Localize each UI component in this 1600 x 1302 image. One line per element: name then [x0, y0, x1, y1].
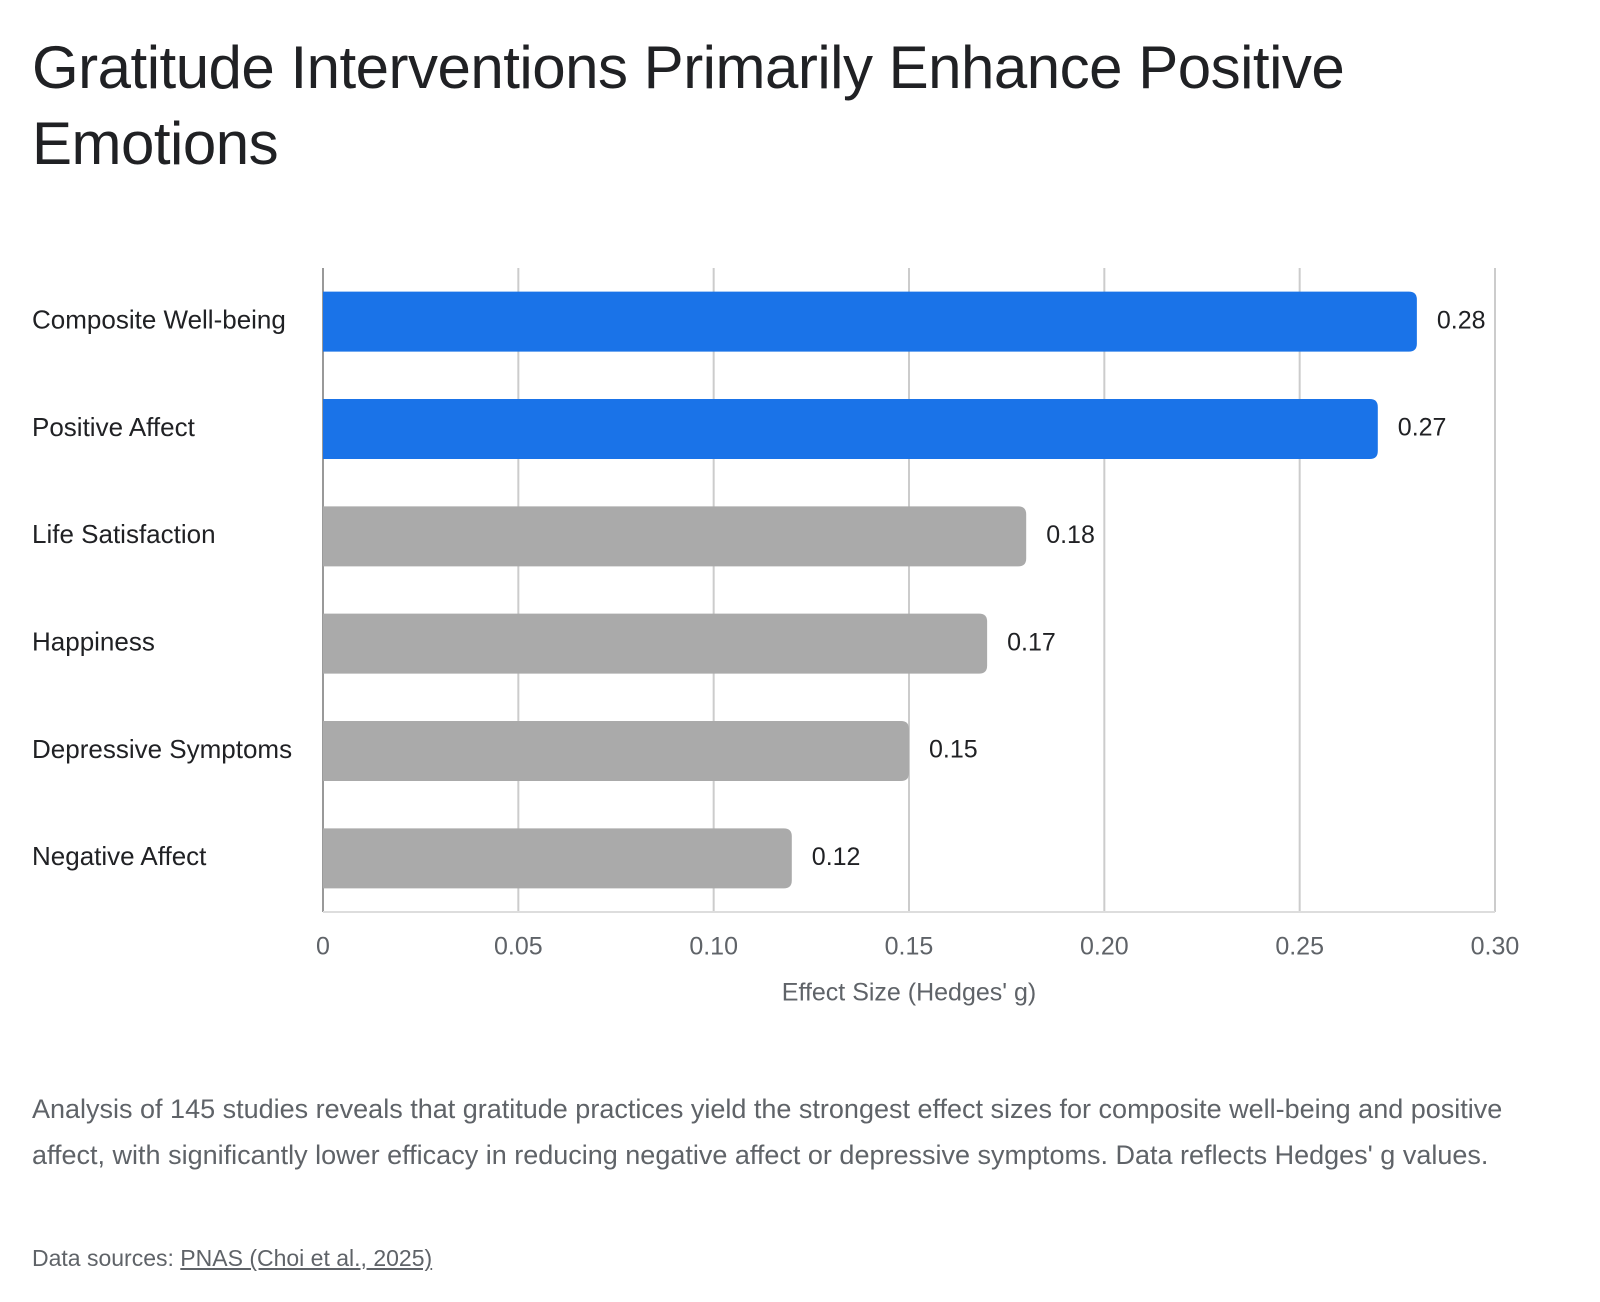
data-label: 0.15: [929, 736, 978, 764]
chart-title: Gratitude Interventions Primarily Enhanc…: [32, 34, 1345, 177]
x-tick-label: 0.25: [1275, 933, 1324, 961]
y-tick-label: Happiness: [32, 627, 155, 657]
x-tick-label: 0.05: [494, 933, 543, 961]
x-tick-label: 0.20: [1080, 933, 1129, 961]
y-tick-label: Negative Affect: [32, 841, 207, 871]
data-label: 0.18: [1046, 521, 1095, 549]
data-label: 0.27: [1398, 414, 1447, 442]
bar: [323, 399, 1378, 459]
bar: [323, 506, 1027, 567]
y-tick-label: Positive Affect: [32, 412, 196, 442]
source: Data sources: PNAS (Choi et al., 2025): [32, 1245, 432, 1272]
x-tick-label: 0.15: [885, 933, 934, 961]
x-tick-label: 0: [316, 933, 330, 961]
source-link[interactable]: PNAS (Choi et al., 2025): [180, 1245, 433, 1271]
data-label: 0.12: [812, 843, 861, 871]
chart: 0 0.05 0.10 0.15 0.20 0.25 0.30 Effect Size (He…: [32, 268, 1520, 1007]
y-tick-label: Life Satisfaction: [32, 519, 216, 549]
y-tick-label: Depressive Symptoms: [32, 734, 292, 764]
source-prefix: Data sources:: [32, 1245, 174, 1271]
x-axis-title: Effect Size (Hedges' g): [782, 979, 1036, 1007]
description: Analysis of 145 studies reveals that gra…: [32, 1094, 1503, 1170]
x-tick-label: 0.30: [1471, 933, 1520, 961]
x-tick-label: 0.10: [689, 933, 738, 961]
bar: [323, 291, 1417, 352]
data-label: 0.28: [1437, 306, 1486, 334]
bar: [323, 613, 988, 674]
data-label: 0.17: [1007, 628, 1056, 656]
bar: [323, 721, 909, 781]
y-tick-label: Composite Well-being: [32, 305, 286, 335]
bar: [323, 828, 792, 889]
